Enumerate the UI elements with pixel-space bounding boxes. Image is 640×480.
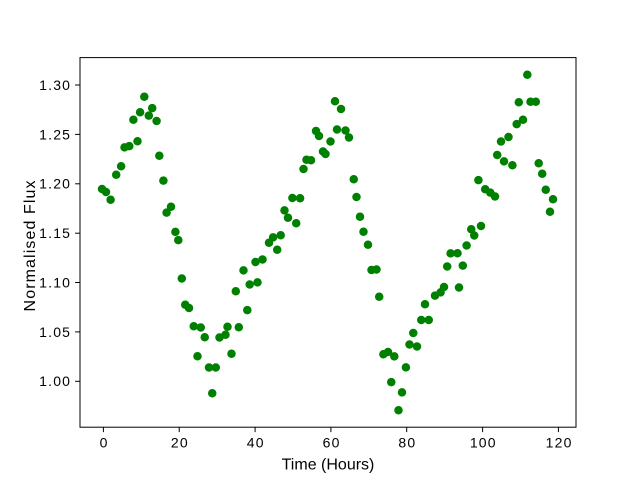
svg-text:40: 40 (247, 435, 265, 451)
svg-text:20: 20 (171, 435, 189, 451)
svg-text:0: 0 (100, 435, 109, 451)
svg-text:120: 120 (546, 435, 573, 451)
svg-text:Time (Hours): Time (Hours) (282, 457, 375, 474)
svg-text:1.00: 1.00 (39, 373, 71, 389)
svg-text:1.25: 1.25 (39, 126, 71, 142)
svg-text:1.30: 1.30 (39, 77, 71, 93)
svg-text:100: 100 (470, 435, 497, 451)
svg-text:80: 80 (398, 435, 416, 451)
svg-text:1.20: 1.20 (39, 176, 71, 192)
svg-text:60: 60 (323, 435, 341, 451)
svg-text:1.05: 1.05 (39, 324, 71, 340)
svg-text:Normalised Flux: Normalised Flux (22, 179, 39, 311)
svg-text:1.10: 1.10 (39, 274, 71, 290)
svg-text:1.15: 1.15 (39, 225, 71, 241)
